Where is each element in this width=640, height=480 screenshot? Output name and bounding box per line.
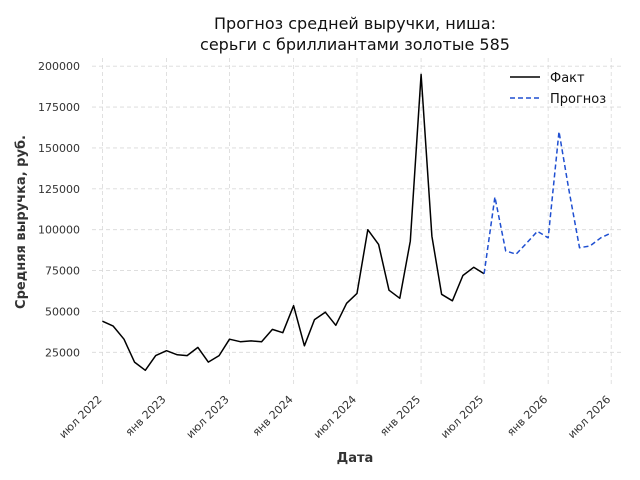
x-tick-label: июл 2022 xyxy=(57,393,105,441)
legend-label-fact: Факт xyxy=(550,71,585,86)
grid xyxy=(92,58,622,385)
y-tick-label: 25000 xyxy=(45,346,80,359)
x-tick-label: июл 2025 xyxy=(438,393,486,441)
legend-label-forecast: Прогноз xyxy=(550,92,606,107)
y-tick-label: 50000 xyxy=(45,305,80,318)
y-tick-label: 125000 xyxy=(38,183,80,196)
x-tick-label: янв 2023 xyxy=(123,393,169,439)
x-axis-ticks: июл 2022 янв 2023 июл 2023 янв 2024 июл 2024… xyxy=(57,393,614,441)
chart-title: Прогноз средней выручки, ниша: серьги с … xyxy=(200,14,510,54)
chart-title-line-1: Прогноз средней выручки, ниша: xyxy=(214,14,496,33)
x-tick-label: июл 2023 xyxy=(184,393,232,441)
chart-title-line-2: серьги с бриллиантами золотые 585 xyxy=(200,35,510,54)
x-axis-label: Дата xyxy=(337,451,374,466)
series-line-fact xyxy=(102,73,485,372)
y-axis-ticks: 25000 50000 75000 100000 125000 150000 175000 2… xyxy=(38,60,80,359)
legend: Факт Прогноз xyxy=(510,71,606,107)
x-tick-label: янв 2025 xyxy=(377,393,423,439)
series-lines xyxy=(102,73,612,372)
y-axis-label: Средняя выручка, руб. xyxy=(14,135,29,309)
y-tick-label: 100000 xyxy=(38,224,80,237)
series-line-forecast xyxy=(483,130,612,274)
x-tick-label: июл 2026 xyxy=(565,393,613,441)
y-tick-label: 175000 xyxy=(38,101,80,114)
x-tick-label: янв 2024 xyxy=(250,393,296,439)
y-tick-label: 150000 xyxy=(38,142,80,155)
x-tick-label: янв 2026 xyxy=(504,393,550,439)
x-tick-label: июл 2024 xyxy=(311,393,359,441)
y-tick-label: 200000 xyxy=(38,60,80,73)
y-tick-label: 75000 xyxy=(45,265,80,278)
